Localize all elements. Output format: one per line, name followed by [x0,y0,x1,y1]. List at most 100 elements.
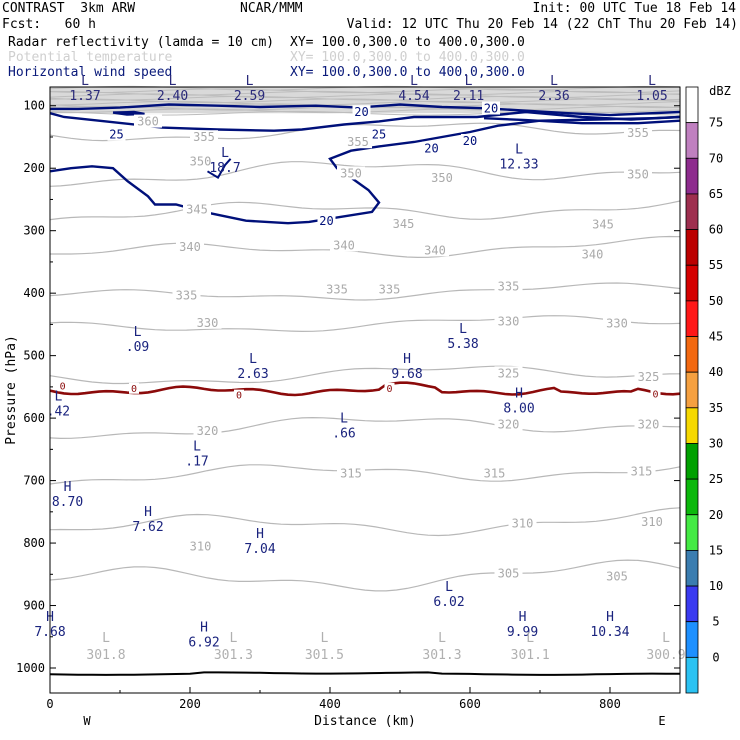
colorbar-band [685,550,699,587]
east-label: E [658,714,665,728]
field2-xy: XY= 100.0,300.0 to 400.0,300.0 [290,50,525,65]
forecast-hour: Fcst: 60 h [2,17,96,32]
theta-label: 325 [638,370,660,384]
theta-label: 345 [393,217,415,231]
colorbar-title: dBZ [709,84,731,98]
low-marker: L [445,580,453,595]
contour-labels: 360 355 355 355 350 350 350 350 345 345 345 340 340 3… [34,74,685,663]
extremum-value: 5.38 [447,337,478,352]
theta-label: 310 [512,516,534,530]
zero-label: 0 [652,389,658,400]
surface-low-marker: L [229,631,237,646]
colorbar-label: 60 [709,223,723,237]
theta-contour [49,416,681,440]
colorbar-band [685,86,699,124]
surface-low-marker: L [438,631,446,646]
surface-low-marker: L [662,631,670,646]
y-tick-label: 900 [23,599,45,613]
wind-contour [483,117,681,125]
colorbar-band [685,656,699,694]
colorbar-band [685,371,699,409]
valid-time: Valid: 12 UTC Thu 20 Feb 14 (22 ChT Thu … [346,17,738,32]
wind-label: 20 [424,141,438,155]
colorbar-band [685,122,699,159]
theta-label: 340 [179,240,201,254]
high-marker: H [515,386,523,401]
theta-label-bg [508,516,537,530]
theta-label: 310 [190,539,212,553]
theta-label-bg [638,515,666,529]
colorbar-band [685,336,699,373]
extremum-value: 2.36 [538,89,569,104]
theta-label: 320 [197,424,219,438]
colorbar-band [685,443,699,480]
colorbar-label: 45 [709,330,723,344]
upper-theta-line [49,90,681,96]
theta-label-bg [186,154,215,168]
theta-label-bg [603,316,631,330]
theta-label: 335 [379,283,401,297]
theta-label: 320 [638,418,660,432]
theta-label-bg [624,125,652,139]
colorbar-label: 70 [709,151,723,165]
field1-xy: XY= 100.0,300.0 to 400.0,300.0 [290,35,525,50]
theta-label: 335 [498,280,520,294]
y-tick-label: 200 [23,161,45,175]
x-axis-label: Distance (km) [314,714,416,729]
zero-label: 0 [236,391,242,402]
surface-low-value: 301.1 [511,648,550,663]
wind-label: 20 [354,105,368,119]
field2-label: Potential temperature [8,50,173,65]
wind-label-bg [482,101,500,115]
colorbar-band [685,157,699,195]
colorbar-band [685,193,699,230]
theta-label-bg [624,167,652,181]
colorbar-label: 75 [709,116,723,130]
colorbar-band [685,621,699,658]
colorbar-band [685,229,699,266]
theta-label: 340 [333,238,355,252]
extremum-value: 4.54 [398,89,429,104]
extremum-value: 2.63 [237,367,268,382]
theta-label-bg [634,417,663,431]
high-marker: H [403,352,411,367]
theta-label-bg [193,315,222,329]
theta-contour [49,315,681,333]
surface-low-marker: L [526,631,534,646]
zero-label-bg [650,388,661,400]
y-tick-label: 800 [23,536,45,550]
theta-label-bg [494,417,523,431]
theta-label-bg [344,135,372,149]
low-marker: L [340,411,348,426]
y-tick-label: 700 [23,474,45,488]
theta-label-bg [323,282,351,296]
surface-low-marker: L [320,631,328,646]
theta-label: 355 [627,126,649,140]
colorbar-label: 25 [709,472,723,486]
zero-label-bg [234,389,244,401]
x-tick-label: 800 [599,697,621,711]
zero-contour-line [49,381,681,397]
theta-label-bg [375,282,404,296]
high-marker: H [64,480,72,495]
theta-label-bg [183,202,211,216]
extremum-value: 9.68 [391,367,422,382]
y-tick-label: 300 [23,224,45,238]
surface-low-marker: L [102,631,110,646]
theta-label: 310 [641,515,663,529]
theta-contour [49,200,681,221]
theta-label: 335 [176,288,198,302]
theta-label: 350 [627,168,649,182]
theta-label: 325 [498,366,520,380]
colorbar-label: 40 [709,365,723,379]
theta-label: 355 [193,130,215,144]
extremum-value: .09 [126,340,149,355]
wind-contour [50,103,681,117]
extremum-value: 12.33 [499,158,538,173]
x-tick-label: 400 [319,697,341,711]
theta-label-bg [421,243,449,257]
field3-label: Horizontal wind speed [8,65,173,80]
extremum-value: 1.37 [69,89,100,104]
